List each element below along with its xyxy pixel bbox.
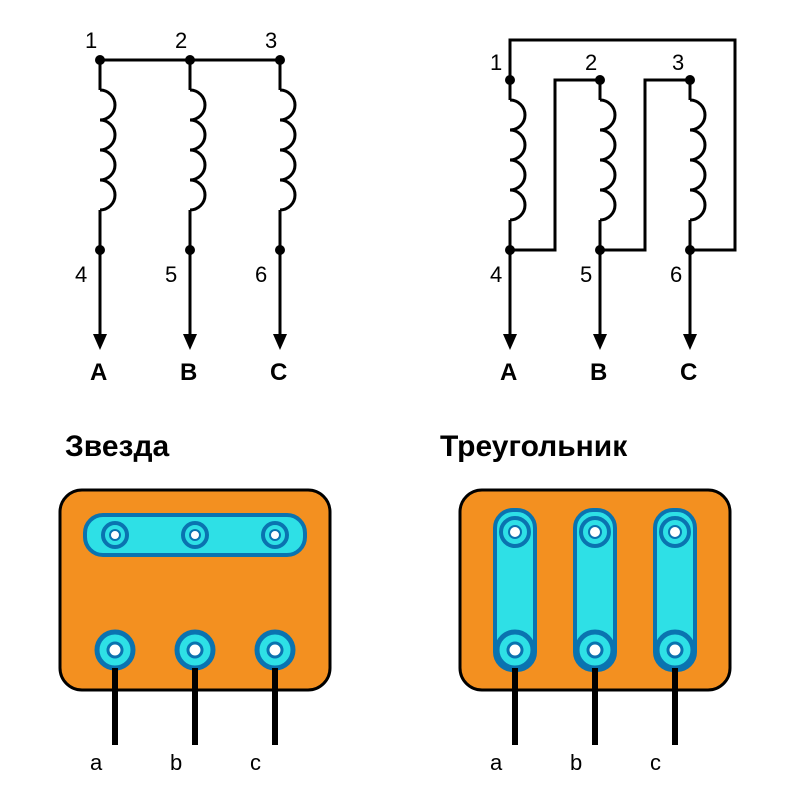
star-phase-A: A (90, 359, 107, 386)
delta-top-1: 1 (490, 50, 502, 75)
delta-phase-A: A (500, 359, 517, 386)
delta-lead-b: b (570, 750, 582, 775)
star-bot-5: 5 (165, 262, 177, 287)
star-bot-4: 4 (75, 262, 87, 287)
delta-bottom-terminals (497, 632, 693, 668)
star-schematic: 1 2 3 4 5 6 A B C (40, 20, 340, 400)
star-lead-c: c (250, 750, 261, 775)
star-title: Звезда (65, 430, 169, 464)
coil-3 (690, 80, 705, 250)
delta-bot-5: 5 (580, 262, 592, 287)
star-terminal-block: a b c (40, 470, 360, 790)
star-phase-C: C (270, 359, 287, 386)
star-top-3: 3 (265, 28, 277, 53)
delta-phase-B: B (590, 359, 607, 386)
coil-1 (100, 60, 115, 250)
star-phase-B: B (180, 359, 197, 386)
delta-phase-C: C (680, 359, 697, 386)
star-lead-b: b (170, 750, 182, 775)
star-bottom-terminals (97, 632, 293, 668)
star-bot-6: 6 (255, 262, 267, 287)
coil-2 (600, 80, 615, 250)
delta-terminal-block: a b c (440, 470, 760, 790)
delta-top-2: 2 (585, 50, 597, 75)
delta-top-3: 3 (672, 50, 684, 75)
delta-schematic: 1 2 3 4 5 6 A B C (440, 20, 760, 400)
diagram-container: 1 2 3 4 5 6 A B C 1 2 3 (0, 0, 800, 800)
star-top-1: 1 (85, 28, 97, 53)
coil-1 (510, 80, 525, 250)
star-top-2: 2 (175, 28, 187, 53)
delta-lead-a: a (490, 750, 503, 775)
delta-title: Треугольник (440, 430, 627, 464)
delta-bot-6: 6 (670, 262, 682, 287)
coil-2 (190, 60, 205, 250)
coil-3 (280, 60, 295, 250)
delta-bot-4: 4 (490, 262, 502, 287)
star-lead-a: a (90, 750, 103, 775)
delta-lead-c: c (650, 750, 661, 775)
